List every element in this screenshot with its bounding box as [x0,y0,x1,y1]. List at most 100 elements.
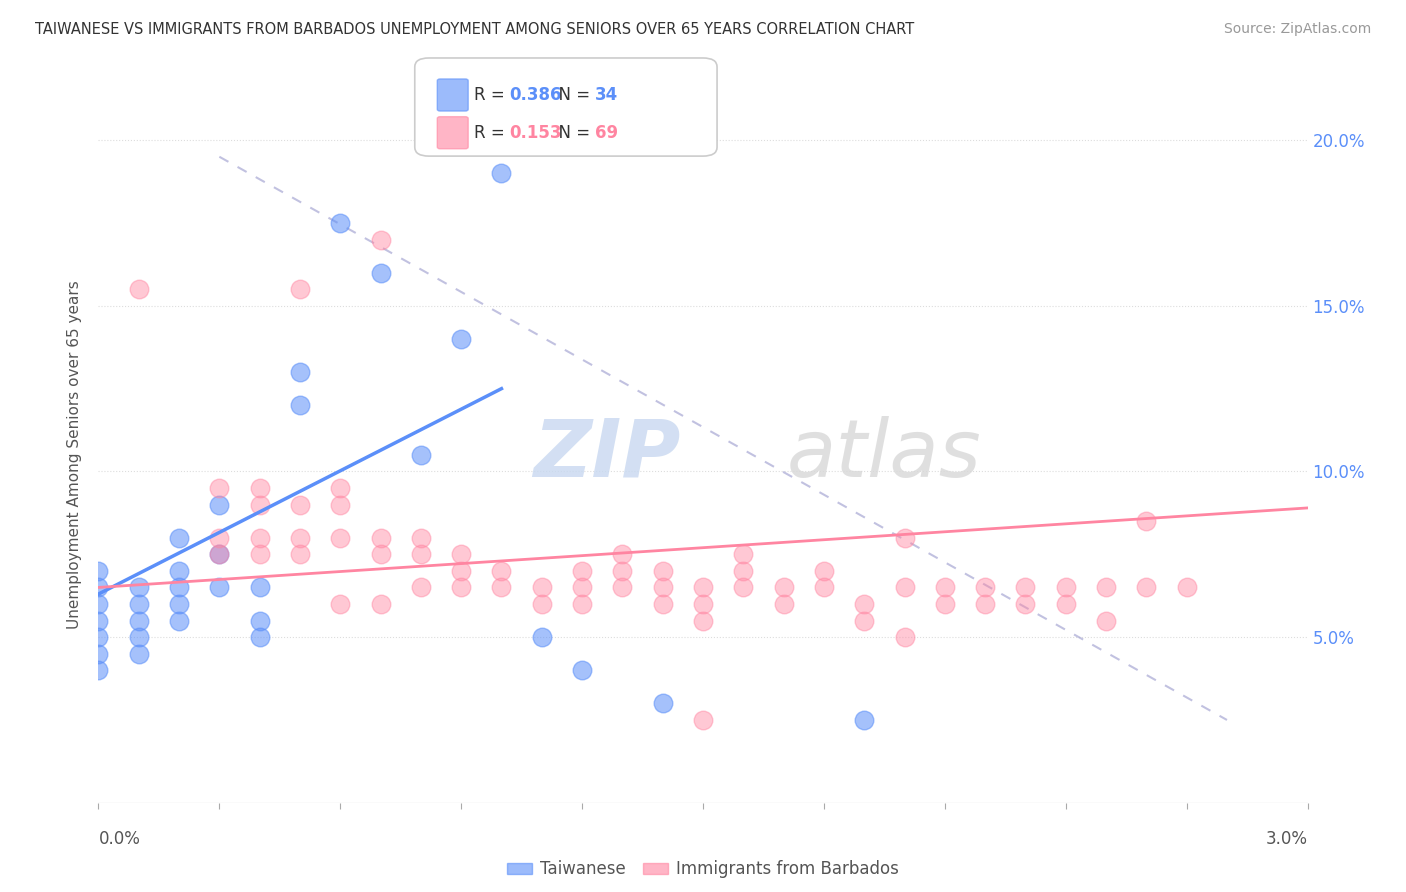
Point [853,713,876,727]
Point [370,547,392,561]
Point [409,547,432,561]
Text: 0.0%: 0.0% [98,830,141,847]
Point [288,531,311,545]
Point [571,663,593,677]
Y-axis label: Unemployment Among Seniors over 65 years: Unemployment Among Seniors over 65 years [67,281,83,629]
Point [450,332,472,346]
Point [612,564,634,578]
Point [772,597,794,611]
Point [329,498,352,512]
Point [167,531,190,545]
Point [128,597,150,611]
Point [450,547,472,561]
Point [692,614,714,628]
Point [167,614,190,628]
Text: 69: 69 [595,124,617,142]
Point [893,531,915,545]
Point [934,597,956,611]
Point [249,547,271,561]
Point [530,597,553,611]
Point [1095,614,1118,628]
Point [612,547,634,561]
Point [893,630,915,644]
Point [853,597,876,611]
Point [87,630,110,644]
Point [934,581,956,595]
Point [128,614,150,628]
Point [692,581,714,595]
Text: R =: R = [474,124,510,142]
Point [692,597,714,611]
Point [87,597,110,611]
Point [87,614,110,628]
Point [167,564,190,578]
Text: 3.0%: 3.0% [1265,830,1308,847]
Point [128,630,150,644]
Point [87,647,110,661]
Point [1095,581,1118,595]
Point [491,166,513,180]
Point [288,398,311,412]
Point [370,531,392,545]
Text: atlas: atlas [787,416,981,494]
Point [1135,581,1157,595]
Point [853,614,876,628]
Text: R =: R = [474,86,510,104]
Point [409,531,432,545]
Point [1014,597,1036,611]
Point [208,498,231,512]
Point [1014,581,1036,595]
Point [329,597,352,611]
Point [1054,597,1077,611]
Point [651,581,673,595]
Point [128,282,150,296]
Point [409,581,432,595]
Text: N =: N = [548,86,596,104]
Point [651,597,673,611]
Point [974,581,997,595]
Point [249,630,271,644]
Text: ZIP: ZIP [533,416,681,494]
Point [288,498,311,512]
Point [651,697,673,711]
Point [249,481,271,495]
Point [772,581,794,595]
Point [813,564,835,578]
Point [128,647,150,661]
Point [813,581,835,595]
Point [409,448,432,462]
Point [329,216,352,230]
Point [612,581,634,595]
Point [370,597,392,611]
Point [208,547,231,561]
Point [491,581,513,595]
Point [288,282,311,296]
Point [571,564,593,578]
Point [288,547,311,561]
Point [249,498,271,512]
Point [491,564,513,578]
Point [288,365,311,379]
Point [167,597,190,611]
Point [530,581,553,595]
Point [733,581,755,595]
Point [1054,581,1077,595]
Point [733,564,755,578]
Point [249,531,271,545]
Point [249,581,271,595]
Point [249,614,271,628]
Point [370,266,392,280]
Point [571,581,593,595]
Point [450,581,472,595]
Point [571,597,593,611]
Point [87,663,110,677]
Text: 34: 34 [595,86,619,104]
Point [450,564,472,578]
Point [87,581,110,595]
Point [893,581,915,595]
Text: N =: N = [548,124,596,142]
Point [692,713,714,727]
Point [1135,514,1157,528]
Point [128,581,150,595]
Legend: Taiwanese, Immigrants from Barbados: Taiwanese, Immigrants from Barbados [501,854,905,885]
